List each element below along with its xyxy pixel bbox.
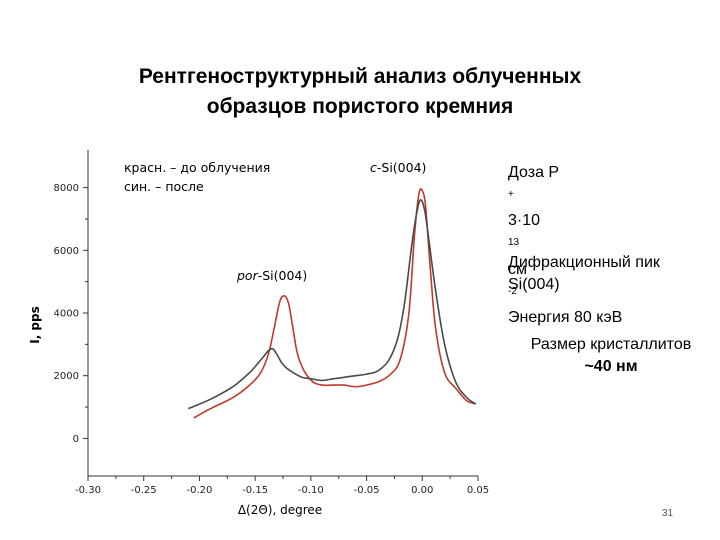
y-tick-label: 6000 <box>54 246 79 257</box>
dose-unit: см <box>508 260 527 278</box>
chart-axes <box>87 150 478 477</box>
chart-series <box>187 188 477 419</box>
x-tick-label: -0.25 <box>131 485 157 496</box>
annotation-c-si: c-Si(004) <box>370 160 426 175</box>
x-tick-label: -0.20 <box>186 485 212 496</box>
x-tick-label: -0.15 <box>242 485 268 496</box>
x-tick-label: 0.00 <box>411 485 433 496</box>
dose-line-1: Доза P + 3·10 13 см -2 <box>508 162 622 307</box>
slide-title-line-2: образцов пористого кремния <box>206 95 514 118</box>
chart-legend: красн. – до облучения син. – после <box>124 158 270 196</box>
dose-note: Доза P + 3·10 13 см -2 Энергия 80 кэВ <box>508 162 622 329</box>
x-tick-label: 0.05 <box>467 485 489 496</box>
page-number: 31 <box>662 508 674 519</box>
x-tick-label: -0.30 <box>75 485 101 496</box>
y-tick-label: 0 <box>73 434 79 445</box>
dose-unit-exponent: -2 <box>508 285 517 297</box>
diffraction-line-2: Si(004) <box>508 276 560 293</box>
y-tick-label: 4000 <box>54 309 79 320</box>
y-axis-label: I, pps <box>28 306 42 344</box>
x-axis-label: Δ(2Θ), degree <box>238 503 322 517</box>
dose-prefix: Доза P <box>508 164 560 181</box>
x-tick-label: -0.10 <box>298 485 324 496</box>
series-line-red <box>193 188 477 419</box>
crystallite-line-2: ~40 нм <box>584 358 638 375</box>
annotation-por-si-prefix: por <box>237 268 258 283</box>
dose-ion-charge: + <box>508 189 514 200</box>
annotation-c-si-prefix: c <box>370 160 377 175</box>
crystallite-line-1: Размер кристаллитов <box>530 336 692 353</box>
x-tick-label: -0.05 <box>354 485 380 496</box>
annotation-c-si-suffix: -Si(004) <box>376 160 427 175</box>
dose-exponent: 13 <box>508 237 520 249</box>
energy-line: Энергия 80 кэВ <box>508 308 623 326</box>
diffraction-line-1: Дифракционный пик <box>508 254 660 271</box>
annotation-por-si: por-Si(004) <box>237 268 307 283</box>
crystallite-note: Размер кристаллитов ~40 нм <box>508 334 714 378</box>
diffraction-note: Дифракционный пик Si(004) <box>508 252 660 296</box>
y-tick-label: 8000 <box>54 183 79 194</box>
y-tick-label: 2000 <box>54 371 79 382</box>
chart-ticks: -0.30 -0.25 -0.20 -0.15 -0.10 -0.05 0.00 0.05 0 2… <box>54 183 490 496</box>
dose-value: 3·10 <box>508 212 541 230</box>
slide-title: Рентгеноструктурный анализ облученных об… <box>60 62 660 122</box>
annotation-por-si-suffix: -Si(004) <box>257 268 308 283</box>
legend-red: красн. – до облучения <box>124 160 271 175</box>
slide-title-line-1: Рентгеноструктурный анализ облученных <box>138 65 582 88</box>
series-line-black <box>187 199 477 410</box>
legend-black: син. – после <box>124 179 204 194</box>
